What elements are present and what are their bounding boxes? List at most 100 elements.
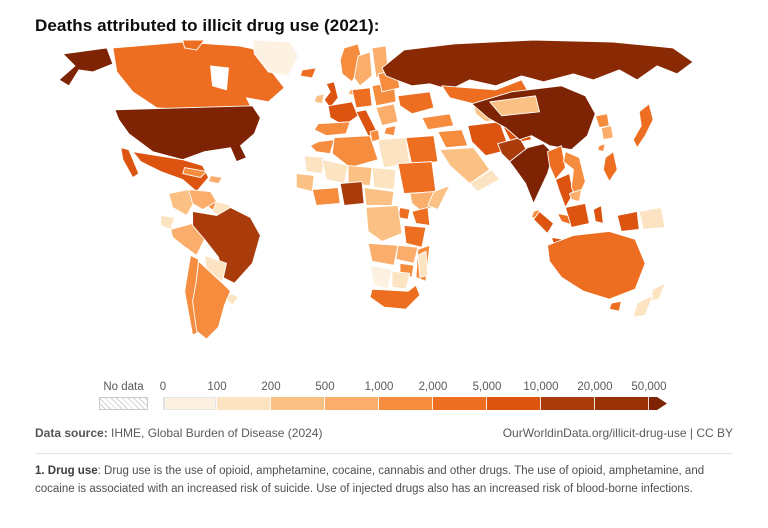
country-tanzania[interactable] bbox=[403, 224, 427, 248]
country-namibia[interactable] bbox=[369, 264, 393, 290]
country-new-zealand-south[interactable] bbox=[632, 294, 654, 318]
country-indonesia-borneo[interactable] bbox=[564, 203, 590, 228]
page-title: Deaths attributed to illicit drug use (2… bbox=[35, 16, 380, 35]
country-india[interactable] bbox=[509, 143, 554, 204]
country-canada[interactable] bbox=[112, 41, 285, 111]
country-taiwan[interactable] bbox=[596, 143, 606, 153]
country-kenya[interactable] bbox=[411, 207, 431, 226]
no-data-swatch[interactable] bbox=[99, 397, 148, 410]
legend-tick-label: 0 bbox=[159, 381, 167, 393]
country-germany[interactable] bbox=[351, 87, 373, 109]
country-indonesia-sulawesi[interactable] bbox=[592, 205, 604, 224]
country-norway[interactable] bbox=[339, 43, 363, 83]
country-iceland[interactable] bbox=[299, 67, 317, 79]
legend-bin[interactable] bbox=[217, 397, 271, 410]
legend-bin-arrow[interactable] bbox=[649, 397, 667, 410]
country-france[interactable] bbox=[327, 101, 359, 127]
footnote-label: 1. Drug use bbox=[35, 465, 98, 477]
country-senegal-guinea[interactable] bbox=[295, 173, 315, 192]
country-hispaniola[interactable] bbox=[208, 175, 223, 184]
country-ghana-ivory-coast[interactable] bbox=[311, 187, 341, 206]
owid-map-page: Deaths attributed to illicit drug use (2… bbox=[35, 16, 733, 499]
country-philippines[interactable] bbox=[602, 151, 618, 183]
country-sweden[interactable] bbox=[353, 51, 373, 87]
country-usa[interactable] bbox=[114, 105, 261, 163]
country-argentina[interactable] bbox=[192, 260, 231, 340]
legend-tick-label: 500 bbox=[315, 381, 335, 393]
country-thailand[interactable] bbox=[555, 173, 574, 208]
country-cameroon-car[interactable] bbox=[363, 187, 395, 206]
footnote: 1. Drug use: Drug use is the use of opio… bbox=[35, 463, 733, 499]
legend-bin[interactable] bbox=[271, 397, 325, 410]
country-mongolia[interactable] bbox=[489, 95, 540, 117]
country-tasmania[interactable] bbox=[608, 300, 622, 312]
country-uk[interactable] bbox=[323, 81, 339, 109]
legend-tick-label: 100 bbox=[207, 381, 227, 393]
country-niger[interactable] bbox=[347, 165, 373, 186]
country-angola[interactable] bbox=[367, 242, 399, 266]
country-japan[interactable] bbox=[632, 103, 654, 149]
world-map bbox=[35, 40, 733, 362]
country-mexico-baja[interactable] bbox=[120, 147, 140, 179]
country-nigeria[interactable] bbox=[339, 181, 365, 206]
country-canada-arctic[interactable] bbox=[182, 40, 206, 51]
data-source-text: IHME, Global Burden of Disease (2024) bbox=[107, 426, 323, 440]
no-data-label: No data bbox=[103, 381, 144, 393]
country-indonesia-sumatra[interactable] bbox=[533, 211, 554, 234]
country-cambodia[interactable] bbox=[568, 189, 582, 202]
legend-no-data: No data bbox=[99, 381, 148, 410]
country-syria-iraq[interactable] bbox=[437, 129, 469, 149]
footnote-text: : Drug use is the use of opioid, ampheta… bbox=[35, 465, 705, 495]
legend-bin[interactable] bbox=[163, 397, 217, 410]
country-zambia[interactable] bbox=[395, 244, 419, 264]
country-balkans[interactable] bbox=[375, 103, 399, 127]
legend-bin[interactable] bbox=[487, 397, 541, 410]
country-papua-new-guinea[interactable] bbox=[638, 207, 666, 230]
country-north-korea[interactable] bbox=[594, 113, 610, 129]
country-ireland[interactable] bbox=[313, 93, 325, 105]
map-legend: No data 0 100 200 500 1,000 2,000 5,000 10,000 2… bbox=[35, 376, 733, 410]
country-indonesia-papua[interactable] bbox=[616, 211, 640, 232]
country-south-africa[interactable] bbox=[369, 284, 421, 310]
country-libya[interactable] bbox=[377, 137, 411, 169]
legend-bin[interactable] bbox=[433, 397, 487, 410]
country-algeria[interactable] bbox=[331, 135, 379, 169]
country-spain[interactable] bbox=[313, 121, 351, 137]
country-ukraine[interactable] bbox=[397, 91, 435, 115]
legend-bin[interactable] bbox=[325, 397, 379, 410]
country-venezuela[interactable] bbox=[188, 189, 217, 210]
country-ecuador[interactable] bbox=[160, 215, 176, 230]
country-greenland[interactable] bbox=[251, 40, 299, 77]
data-source-label: Data source: bbox=[35, 426, 108, 440]
country-madagascar[interactable] bbox=[417, 250, 429, 278]
attribution-link[interactable]: OurWorldinData.org/illicit-drug-use | CC… bbox=[502, 426, 733, 440]
country-australia[interactable] bbox=[547, 230, 646, 300]
country-brazil[interactable] bbox=[192, 207, 261, 284]
legend-tick-label: 2,000 bbox=[418, 381, 448, 393]
country-colombia[interactable] bbox=[168, 189, 196, 216]
country-myanmar[interactable] bbox=[547, 145, 566, 181]
country-egypt[interactable] bbox=[405, 135, 439, 167]
legend-bin[interactable] bbox=[595, 397, 649, 410]
country-alaska[interactable] bbox=[58, 47, 114, 87]
country-russia[interactable] bbox=[381, 40, 694, 91]
country-saudi-arabia[interactable] bbox=[439, 147, 491, 184]
footer-row: Data source: IHME, Global Burden of Dise… bbox=[35, 426, 733, 440]
country-greece[interactable] bbox=[383, 125, 397, 137]
country-somalia[interactable] bbox=[427, 185, 451, 210]
country-sudan[interactable] bbox=[397, 161, 437, 194]
country-morocco[interactable] bbox=[309, 139, 335, 155]
legend-tick-label: 1,000 bbox=[364, 381, 394, 393]
legend-bin[interactable] bbox=[379, 397, 433, 410]
country-turkey[interactable] bbox=[421, 113, 455, 131]
country-uruguay[interactable] bbox=[226, 292, 239, 306]
country-mauritania[interactable] bbox=[303, 155, 325, 175]
country-chad[interactable] bbox=[371, 167, 397, 190]
country-botswana[interactable] bbox=[391, 270, 411, 290]
country-drc[interactable] bbox=[365, 205, 403, 242]
country-south-korea[interactable] bbox=[600, 125, 614, 141]
country-cuba[interactable] bbox=[182, 167, 208, 179]
country-yemen-oman[interactable] bbox=[469, 169, 501, 192]
legend-tick-label: 200 bbox=[261, 381, 281, 393]
legend-bin[interactable] bbox=[541, 397, 595, 410]
